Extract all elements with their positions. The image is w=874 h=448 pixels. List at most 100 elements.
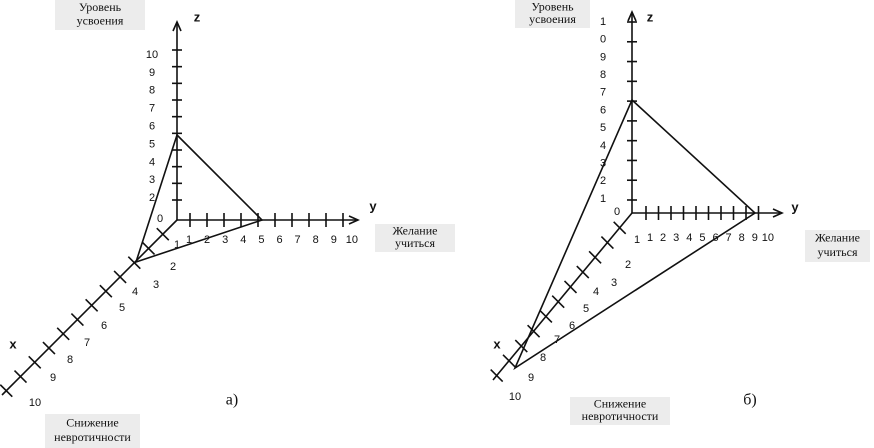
x-axis bbox=[492, 212, 633, 381]
origin-label: 0 bbox=[157, 213, 163, 225]
x-tick bbox=[28, 355, 42, 369]
z-tick-label: 6 bbox=[149, 121, 155, 133]
z-tick-label: 8 bbox=[600, 69, 606, 81]
z-tick-label: 5 bbox=[600, 122, 606, 134]
x-tick bbox=[551, 295, 565, 309]
z-tick-label: 3 bbox=[149, 174, 155, 186]
arrow bbox=[172, 20, 182, 32]
y-tick-label: 1 bbox=[647, 232, 653, 244]
axis-title: учиться bbox=[395, 236, 436, 250]
x-tick-label: 8 bbox=[67, 354, 73, 366]
y-tick-label: 6 bbox=[276, 234, 282, 246]
x-tick bbox=[99, 284, 113, 298]
z-tick-label: 1 bbox=[600, 193, 606, 205]
x-tick bbox=[600, 235, 614, 250]
axis-title: Снижение bbox=[594, 397, 646, 411]
axis-title: Желание bbox=[815, 231, 860, 245]
x-tick-label: 4 bbox=[593, 286, 599, 298]
x-tick-label: 9 bbox=[50, 372, 56, 384]
x-tick-label: 1 bbox=[174, 239, 180, 251]
z-tick-label: 9 bbox=[149, 67, 155, 79]
y-tick-label: 7 bbox=[295, 234, 301, 246]
y-axis-name: y bbox=[791, 199, 799, 214]
caption: б) bbox=[743, 392, 756, 409]
x-tick bbox=[156, 227, 170, 241]
x-tick bbox=[502, 354, 516, 368]
x-tick-label: 5 bbox=[119, 302, 125, 314]
x-tick bbox=[0, 384, 13, 398]
x-tick bbox=[141, 241, 156, 256]
x-tick-label: 10 bbox=[509, 391, 521, 403]
axis-title: невротичности bbox=[54, 430, 131, 444]
axis-title: учиться bbox=[817, 245, 858, 259]
x-tick-label: 9 bbox=[528, 372, 534, 384]
caption: а) bbox=[226, 392, 238, 409]
x-tick-label: 10 bbox=[29, 397, 41, 409]
x-tick bbox=[588, 250, 602, 264]
y-tick-label: 8 bbox=[313, 234, 319, 246]
z-tick-label: 10 bbox=[146, 49, 158, 61]
x-tick bbox=[514, 339, 528, 353]
z-tick-label: 2 bbox=[600, 175, 606, 187]
x-tick-label: 8 bbox=[540, 352, 546, 364]
axis-title: невротичности bbox=[582, 409, 659, 423]
x-axis-name: x bbox=[493, 336, 501, 351]
x-tick bbox=[127, 256, 141, 270]
x-tick-label: 2 bbox=[170, 261, 176, 273]
label-box bbox=[375, 224, 455, 252]
x-tick-label: 6 bbox=[101, 320, 107, 332]
x-tick-label: 6 bbox=[569, 320, 575, 332]
z-tick-label: 0 bbox=[600, 34, 606, 46]
label-box bbox=[45, 414, 140, 448]
y-tick-label: 2 bbox=[204, 234, 210, 246]
label-box bbox=[55, 0, 145, 30]
axis-title: Снижение bbox=[66, 415, 118, 429]
x-tick bbox=[490, 369, 504, 383]
triangle bbox=[134, 133, 264, 264]
z-tick-label: 7 bbox=[600, 87, 606, 99]
axis-title: Уровень bbox=[79, 0, 122, 14]
axis-title: усвоения bbox=[77, 13, 124, 27]
y-tick-label: 1 bbox=[186, 234, 192, 246]
x-tick-label: 3 bbox=[153, 279, 159, 291]
x-tick bbox=[539, 309, 553, 324]
y-tick-label: 3 bbox=[222, 234, 228, 246]
y-tick-label: 9 bbox=[331, 234, 337, 246]
z-tick-label: 4 bbox=[149, 156, 155, 168]
z-axis-name: z bbox=[194, 9, 201, 24]
y-tick-label: 10 bbox=[346, 234, 358, 246]
x-tick bbox=[563, 280, 578, 294]
label-box bbox=[570, 397, 670, 425]
x-tick bbox=[42, 341, 56, 355]
y-axis-name: y bbox=[369, 198, 377, 213]
x-tick bbox=[613, 221, 627, 235]
axis-title: усвоения bbox=[529, 12, 576, 26]
x-tick bbox=[56, 327, 70, 341]
label-box bbox=[805, 230, 870, 262]
x-tick-label: 4 bbox=[132, 286, 138, 298]
label-box bbox=[515, 0, 590, 28]
x-tick-label: 7 bbox=[554, 334, 560, 346]
y-tick-label: 10 bbox=[762, 232, 774, 244]
arrow bbox=[772, 208, 784, 218]
axis-title: Желание bbox=[393, 224, 438, 238]
x-tick bbox=[527, 324, 541, 338]
z-tick-label: 3 bbox=[600, 158, 606, 170]
z-tick-label: 1 bbox=[600, 16, 606, 28]
x-tick-label: 7 bbox=[84, 337, 90, 349]
axis-title: Уровень bbox=[531, 0, 574, 14]
arrow bbox=[348, 215, 360, 225]
x-tick bbox=[113, 270, 127, 284]
x-tick-label: 1 bbox=[634, 234, 640, 246]
y-tick-label: 5 bbox=[699, 232, 705, 244]
x-tick-label: 3 bbox=[611, 277, 617, 289]
arrow bbox=[627, 10, 637, 22]
y-tick-label: 9 bbox=[752, 232, 758, 244]
y-tick-label: 6 bbox=[712, 232, 718, 244]
z-tick-label: 4 bbox=[600, 140, 606, 152]
origin-label: 0 bbox=[614, 206, 620, 218]
x-tick bbox=[85, 298, 99, 312]
x-tick bbox=[576, 265, 590, 279]
z-tick-label: 9 bbox=[600, 51, 606, 63]
